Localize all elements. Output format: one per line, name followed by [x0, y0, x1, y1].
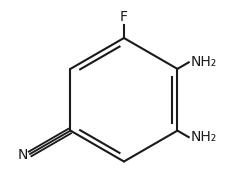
Text: NH₂: NH₂ [191, 55, 217, 69]
Text: N: N [18, 148, 28, 162]
Text: F: F [120, 10, 128, 24]
Text: NH₂: NH₂ [191, 130, 217, 144]
